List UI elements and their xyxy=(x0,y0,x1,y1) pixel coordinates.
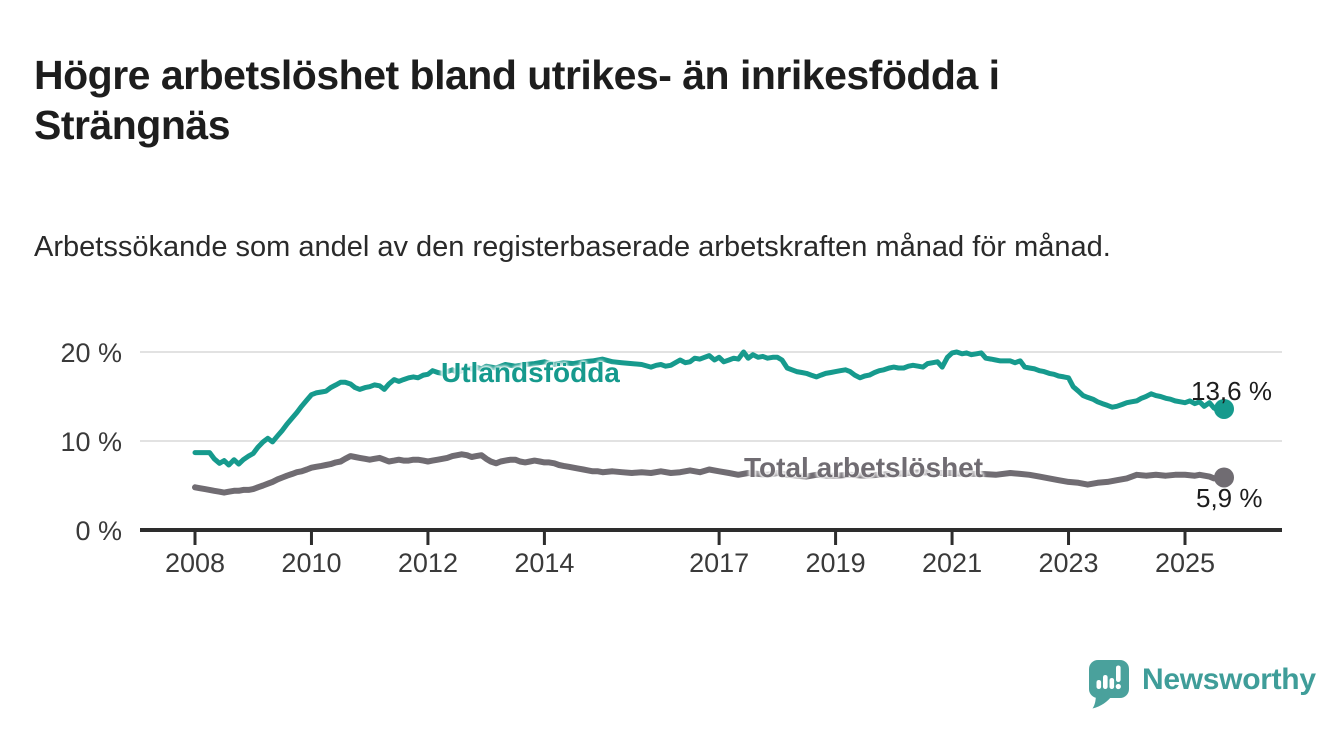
newsworthy-logo: Newsworthy xyxy=(1088,659,1316,709)
chart-subtitle: Arbetssökande som andel av den registerb… xyxy=(34,231,1111,263)
x-axis-tick-label: 2025 xyxy=(1155,548,1215,578)
y-axis-tick-label: 20 % xyxy=(60,338,122,368)
page-title: Högre arbetslöshet bland utrikes- än inr… xyxy=(34,52,1000,148)
x-axis-tick-label: 2014 xyxy=(514,548,574,578)
y-axis-tick-label: 10 % xyxy=(60,427,122,457)
end-value-utlandsfodda: 13,6 % xyxy=(1191,376,1272,406)
x-axis-tick-label: 2010 xyxy=(281,548,341,578)
series-end-dot-total xyxy=(1214,467,1235,488)
series-end-dot-utlandsfodda xyxy=(1214,398,1235,419)
newsworthy-logo-icon xyxy=(1089,660,1129,709)
series-label-utlandsfodda: Utlandsfödda xyxy=(441,357,620,388)
x-axis-tick-label: 2008 xyxy=(165,548,225,578)
x-axis-tick-label: 2019 xyxy=(806,548,866,578)
series-line-total xyxy=(192,451,1227,496)
x-axis-tick-label: 2023 xyxy=(1038,548,1098,578)
x-axis-tick-label: 2017 xyxy=(689,548,749,578)
y-axis-tick-label: 0 % xyxy=(75,516,122,546)
series-line-utlandsfodda xyxy=(192,349,1227,468)
newsworthy-brand-name: Newsworthy xyxy=(1142,663,1316,696)
x-axis-tick-label: 2012 xyxy=(398,548,458,578)
line-chart: 0 % 10 % 20 % 2008 2010 2012 2014 2017 2019 2021 2… xyxy=(60,338,1282,578)
x-axis-tick-label: 2021 xyxy=(922,548,982,578)
end-value-total: 5,9 % xyxy=(1196,483,1263,513)
series-label-total-arbetsloshet: Total arbetslöshet xyxy=(744,452,984,483)
